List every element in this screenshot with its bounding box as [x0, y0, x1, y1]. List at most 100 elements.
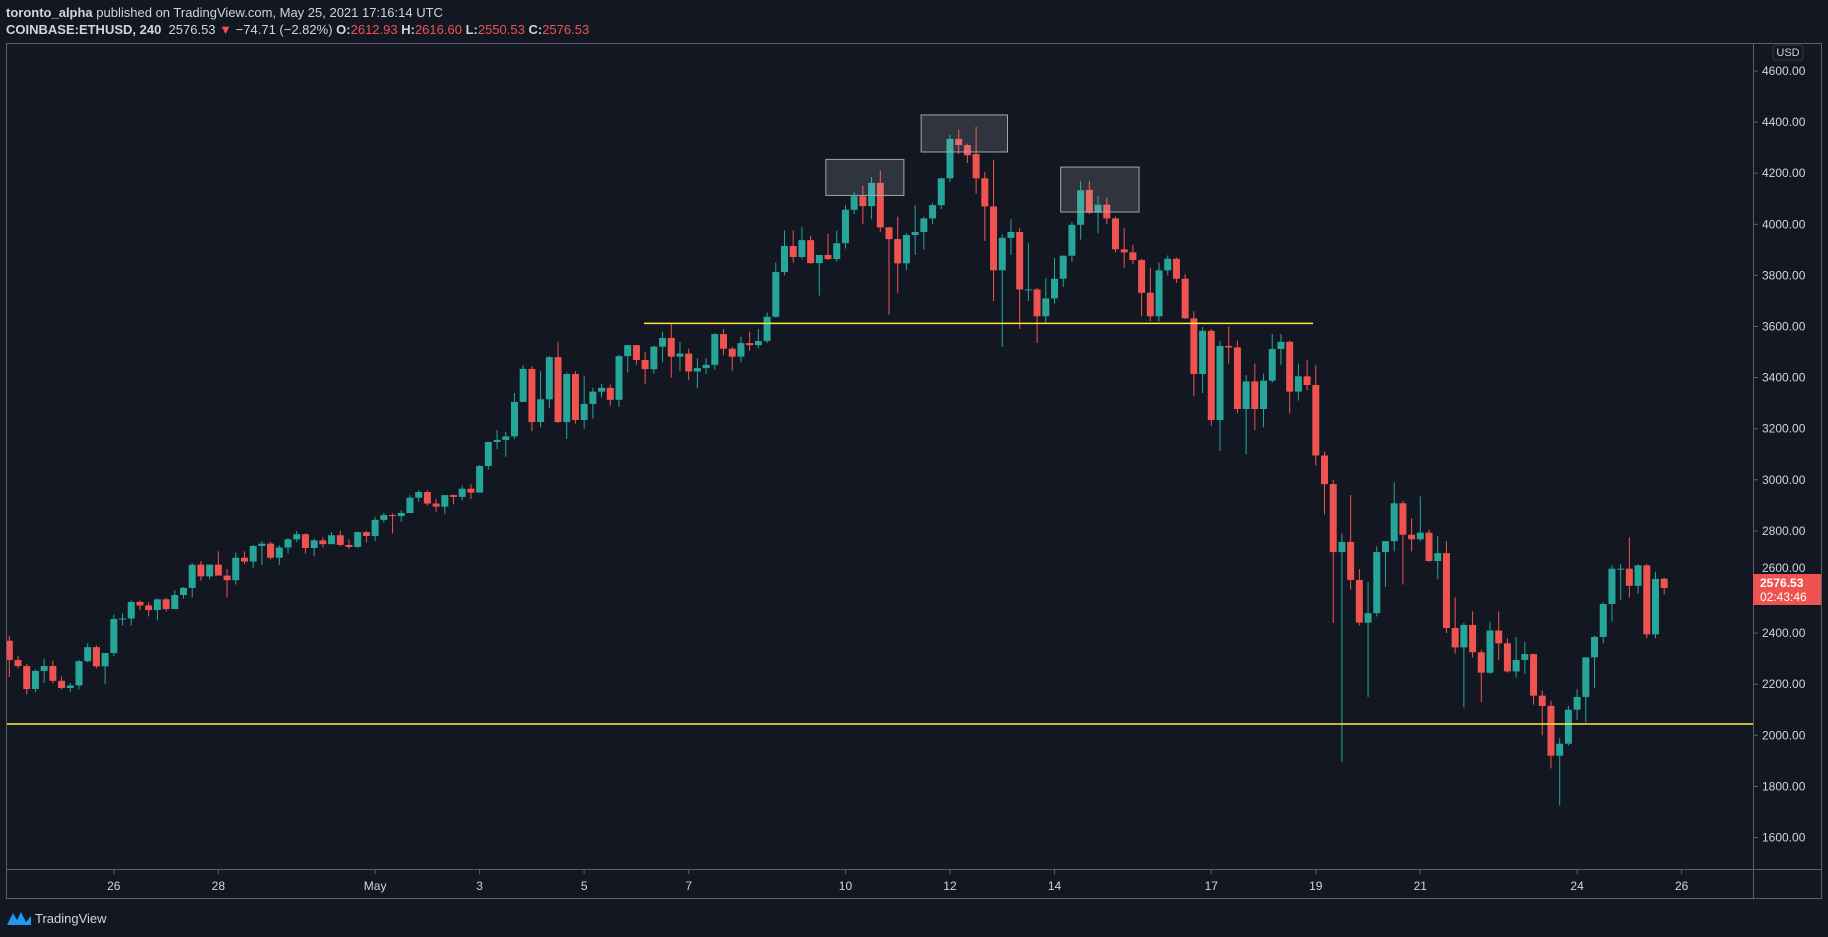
candle[interactable] [1399, 500, 1407, 585]
candle[interactable] [415, 490, 423, 502]
candle[interactable] [902, 233, 910, 271]
candle[interactable] [258, 541, 266, 565]
candle[interactable] [981, 171, 989, 241]
candle[interactable] [650, 345, 658, 374]
candle[interactable] [1199, 327, 1207, 393]
candle[interactable] [1103, 197, 1111, 225]
candle[interactable] [110, 614, 118, 657]
candle[interactable] [1582, 657, 1590, 723]
candle[interactable] [554, 341, 562, 424]
candle[interactable] [275, 545, 283, 565]
candle[interactable] [615, 354, 623, 407]
candle[interactable] [1442, 541, 1450, 634]
candle[interactable] [127, 600, 135, 626]
candle[interactable] [1216, 340, 1224, 451]
candle[interactable] [1051, 258, 1058, 304]
candle[interactable] [772, 262, 780, 318]
candle[interactable] [1312, 364, 1320, 466]
candle[interactable] [1120, 228, 1128, 268]
candle[interactable] [1059, 255, 1067, 287]
candle[interactable] [728, 346, 736, 371]
candle[interactable] [1634, 564, 1642, 594]
candle[interactable] [1077, 180, 1085, 240]
candle[interactable] [1138, 258, 1146, 317]
candle[interactable] [885, 226, 893, 315]
candle[interactable] [1373, 546, 1381, 617]
candle[interactable] [301, 533, 309, 554]
candle[interactable] [763, 312, 771, 344]
candle[interactable] [1085, 180, 1093, 215]
candle[interactable] [911, 205, 919, 255]
candle[interactable] [1408, 518, 1416, 552]
candle[interactable] [371, 516, 379, 542]
currency-badge[interactable]: USD [1772, 44, 1804, 61]
candle[interactable] [606, 384, 614, 406]
candle[interactable] [1460, 622, 1468, 708]
candle[interactable] [101, 653, 109, 685]
candle[interactable] [1599, 602, 1607, 644]
candle[interactable] [1033, 288, 1041, 344]
candle[interactable] [119, 613, 127, 626]
candle[interactable] [1111, 216, 1119, 253]
candle[interactable] [1390, 482, 1398, 552]
candle[interactable] [876, 170, 884, 232]
candle[interactable] [458, 485, 466, 501]
candle[interactable] [1547, 700, 1555, 769]
candle[interactable] [955, 129, 963, 155]
candle[interactable] [1364, 581, 1372, 697]
price-axis[interactable]: 1600.00 1800.00 2000.00 2200.00 2400.00 2600.… [1753, 64, 1806, 844]
candle[interactable] [571, 371, 579, 424]
candle[interactable] [197, 561, 205, 581]
candle[interactable] [833, 230, 841, 262]
candle[interactable] [319, 537, 327, 548]
candle[interactable] [502, 431, 510, 457]
candle[interactable] [1042, 277, 1050, 324]
candle[interactable] [798, 226, 806, 259]
author-name[interactable]: toronto_alpha [6, 5, 93, 20]
candle[interactable] [589, 387, 597, 419]
candle[interactable] [1181, 274, 1189, 319]
candle[interactable] [223, 569, 231, 598]
candle[interactable] [1242, 375, 1250, 454]
candle[interactable] [1434, 535, 1442, 580]
candle[interactable] [1338, 533, 1346, 763]
candle[interactable] [1486, 621, 1494, 674]
candle[interactable] [537, 371, 545, 428]
candle[interactable] [450, 494, 458, 505]
candle[interactable] [31, 669, 39, 693]
candle[interactable] [990, 159, 998, 301]
candle[interactable] [1556, 737, 1564, 806]
candle[interactable] [580, 376, 588, 429]
candle[interactable] [1617, 564, 1625, 600]
candle[interactable] [1469, 611, 1477, 658]
candle[interactable] [441, 495, 449, 515]
candle[interactable] [136, 600, 144, 611]
candle[interactable] [667, 323, 675, 378]
candle[interactable] [1164, 255, 1172, 276]
candle[interactable] [510, 392, 518, 439]
rectangle-annotation[interactable] [920, 114, 1009, 153]
candle[interactable] [467, 484, 475, 499]
candle[interactable] [284, 538, 292, 554]
candle[interactable] [1651, 571, 1659, 639]
candle[interactable] [868, 177, 876, 220]
candle[interactable] [310, 538, 318, 557]
candle[interactable] [519, 365, 527, 402]
candle[interactable] [1503, 638, 1511, 673]
candle[interactable] [1303, 359, 1311, 391]
candle[interactable] [807, 235, 815, 264]
candle[interactable] [240, 551, 248, 565]
candle[interactable] [214, 551, 222, 576]
candle[interactable] [929, 203, 937, 225]
candle[interactable] [293, 530, 301, 542]
candle[interactable] [1094, 196, 1102, 234]
candle[interactable] [1016, 228, 1024, 330]
plot-area[interactable] [6, 114, 1753, 806]
candle[interactable] [598, 383, 606, 398]
candle[interactable] [1190, 311, 1198, 396]
candle[interactable] [40, 658, 48, 683]
candle[interactable] [659, 331, 667, 363]
candle[interactable] [476, 464, 484, 493]
candle[interactable] [180, 587, 187, 599]
candle[interactable] [1286, 340, 1294, 414]
